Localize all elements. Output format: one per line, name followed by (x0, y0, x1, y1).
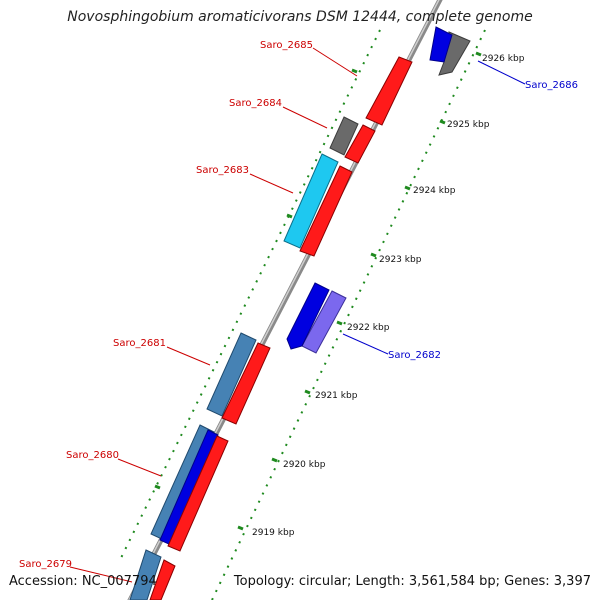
tick-label-2920: 2920 kbp (283, 460, 326, 470)
genome-summary: Topology: circular; Length: 3,561,584 bp… (233, 574, 591, 589)
saro-2679-label-line (69, 566, 133, 583)
gene-saro-2686-neighbor-arrow[interactable] (429, 26, 453, 63)
gene-label-saro-2683[interactable]: Saro_2683 (196, 165, 249, 176)
tick-mark (286, 213, 293, 219)
gene-label-saro-2684[interactable]: Saro_2684 (229, 98, 282, 109)
gene-saro-2682-arrow[interactable] (301, 290, 347, 354)
tick-mark (237, 525, 244, 531)
tick-mark (336, 320, 343, 326)
gene-saro-2682-neighbor-arrow[interactable] (286, 282, 330, 350)
gene-saro-2679-arrow[interactable] (129, 549, 162, 600)
gene-saro-2681-arrow[interactable] (206, 332, 257, 417)
map-title: Novosphingobium aromaticivorans DSM 1244… (67, 9, 533, 25)
tick-label-2921: 2921 kbp (315, 391, 358, 401)
gene-saro-2679-neighbor-arrow[interactable] (149, 559, 176, 600)
tick-mark (271, 457, 278, 463)
saro-2685-label-line (312, 47, 358, 77)
gene-label-saro-2686[interactable]: Saro_2686 (525, 80, 578, 91)
gene-label-saro-2679[interactable]: Saro_2679 (19, 559, 72, 570)
tick-mark (304, 389, 311, 395)
tick-mark (370, 252, 377, 258)
tick-label-2923: 2923 kbp (379, 255, 422, 265)
tick-mark (351, 68, 358, 74)
gene-saro-2683-neighbor-arrow[interactable] (299, 165, 353, 257)
tick-label-2926: 2926 kbp (482, 54, 525, 64)
tick-label-2922: 2922 kbp (347, 323, 390, 333)
gene-label-saro-2681[interactable]: Saro_2681 (113, 338, 166, 349)
gene-saro-2684-arrow[interactable] (329, 116, 359, 156)
gene-saro-2685-arrow[interactable] (365, 56, 413, 126)
gene-label-saro-2680[interactable]: Saro_2680 (66, 450, 119, 461)
gene-saro-2681-neighbor-arrow[interactable] (221, 342, 271, 425)
gene-label-saro-2685[interactable]: Saro_2685 (260, 40, 313, 51)
tick-label-2924: 2924 kbp (413, 186, 456, 196)
saro-2684-label-line (282, 106, 328, 129)
gene-saro-2684-neighbor-arrow[interactable] (344, 124, 376, 164)
gene-saro-2683-arrow[interactable] (283, 153, 339, 249)
accession-label: Accession: NC_007794 (9, 574, 157, 589)
inner-tick-track (211, 29, 486, 600)
saro-2680-label-line (117, 458, 162, 477)
tick-label-2919: 2919 kbp (252, 528, 295, 538)
tick-mark (475, 51, 482, 57)
tick-mark (439, 119, 446, 125)
tick-mark (404, 185, 411, 191)
saro-2681-label-line (166, 346, 211, 366)
saro-2682-label-line (342, 333, 389, 355)
tick-mark (154, 484, 161, 490)
saro-2683-label-line (249, 173, 294, 194)
tick-label-2925: 2925 kbp (447, 120, 490, 130)
gene-label-saro-2682[interactable]: Saro_2682 (388, 350, 441, 361)
major-ticks (154, 51, 482, 531)
gene-saro-2680-neighbor-arrow[interactable] (167, 435, 229, 552)
saro-2686-label-line (477, 60, 526, 85)
